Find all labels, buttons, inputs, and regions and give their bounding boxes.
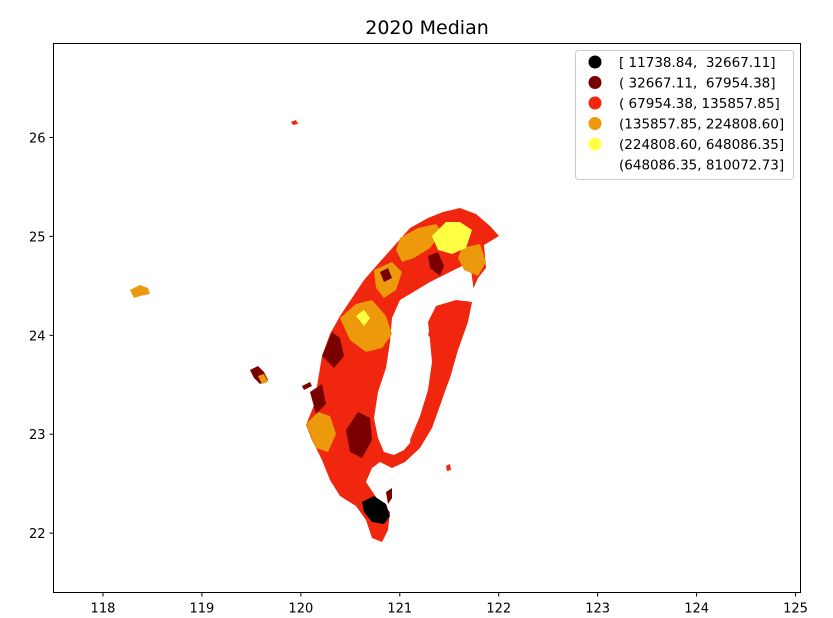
chart-title: 2020 Median — [365, 17, 489, 39]
legend-label: ( 32667.11, 67954.38] — [619, 76, 776, 92]
legend-marker — [588, 55, 602, 69]
matsu — [291, 120, 298, 125]
y-tick-label: 22 — [29, 527, 46, 542]
green-island — [386, 488, 392, 504]
taichung-orange — [340, 300, 392, 352]
x-tick-label: 123 — [585, 602, 610, 617]
x-axis: 118 119 120 121 122 123 124 125 — [91, 592, 808, 617]
south-black — [362, 496, 390, 524]
x-tick-label: 124 — [684, 602, 709, 617]
x-tick-label: 120 — [288, 602, 313, 617]
legend-label: [ 11738.84, 32667.11] — [619, 55, 776, 71]
east-coast — [410, 300, 472, 452]
legend-marker — [588, 96, 602, 110]
miaoli-darkred — [380, 268, 392, 282]
map-regions — [130, 120, 499, 542]
legend-marker — [588, 158, 602, 171]
northeast-orange — [458, 244, 486, 276]
legend-label: ( 67954.38, 135857.85] — [619, 96, 780, 112]
x-tick-label: 118 — [91, 602, 116, 617]
legend-marker — [588, 117, 602, 130]
y-tick-label: 24 — [29, 329, 46, 344]
x-tick-label: 121 — [387, 602, 412, 617]
penghu-orange — [258, 374, 268, 384]
north-orange — [396, 224, 442, 262]
legend-box — [575, 50, 794, 180]
chiayi-darkred — [310, 384, 326, 414]
tainan-orange — [306, 412, 336, 452]
y-axis: 22 23 24 25 26 — [29, 131, 54, 542]
legend-label: (224808.60, 648086.35] — [619, 137, 784, 153]
mountain-gap — [374, 262, 475, 455]
y-tick-label: 23 — [29, 428, 46, 443]
legend-label: (648086.35, 810072.73] — [619, 158, 784, 174]
y-tick-label: 25 — [29, 230, 46, 245]
x-tick-label: 122 — [486, 602, 511, 617]
west-islet — [302, 382, 312, 390]
yilan-darkred — [428, 252, 444, 276]
legend-label: (135857.85, 224808.60] — [619, 117, 784, 133]
lanyu-island — [446, 464, 451, 471]
taipei-yellow — [432, 222, 472, 254]
legend: [ 11738.84, 32667.11] ( 32667.11, 67954.3… — [575, 50, 794, 180]
x-tick-label: 119 — [189, 602, 214, 617]
hsinchu-yellow — [356, 310, 370, 326]
alishan-darkred — [346, 412, 372, 458]
legend-marker — [588, 76, 602, 89]
kinmen — [130, 285, 150, 298]
changhua-darkred — [322, 332, 344, 368]
x-tick-label: 125 — [783, 602, 808, 617]
legend-marker — [588, 137, 602, 151]
plot-frame — [53, 43, 801, 593]
y-tick-label: 26 — [29, 131, 46, 146]
